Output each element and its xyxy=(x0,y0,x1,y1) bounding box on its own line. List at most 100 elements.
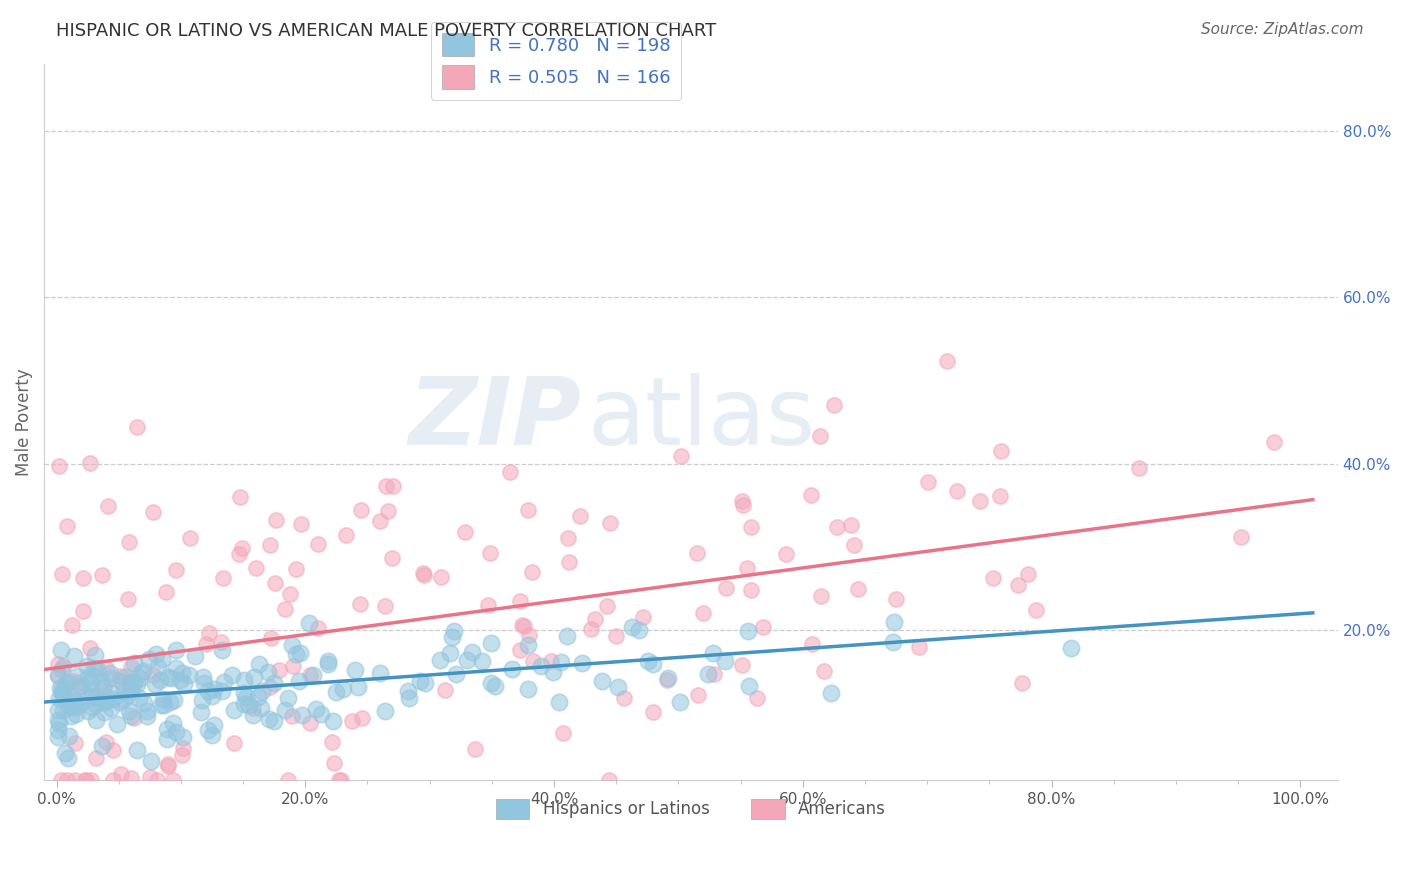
Point xyxy=(100,701,122,715)
Point xyxy=(370,665,392,680)
Point xyxy=(631,609,654,624)
Point xyxy=(740,583,762,598)
Point xyxy=(65,773,87,788)
Point xyxy=(825,519,848,533)
Point xyxy=(114,670,136,684)
Point xyxy=(346,680,368,694)
Point xyxy=(162,773,184,788)
Point xyxy=(945,483,967,498)
Point xyxy=(284,561,307,575)
Point xyxy=(46,723,69,737)
Point xyxy=(112,684,135,698)
Point xyxy=(48,690,70,705)
Point xyxy=(374,704,396,718)
Point xyxy=(669,695,692,709)
Point xyxy=(330,773,353,788)
Point xyxy=(443,624,465,638)
Point xyxy=(456,653,478,667)
Point xyxy=(53,746,76,760)
Point xyxy=(290,517,312,532)
Point xyxy=(702,646,724,660)
Point xyxy=(135,704,157,718)
Point xyxy=(84,714,107,728)
Point xyxy=(409,674,432,689)
Point xyxy=(848,582,870,596)
Point xyxy=(63,649,86,664)
Point xyxy=(120,709,142,723)
Point xyxy=(51,685,73,699)
Point xyxy=(118,704,141,718)
Point xyxy=(93,679,115,693)
Point xyxy=(51,687,73,701)
Point xyxy=(145,647,167,661)
Point xyxy=(350,711,373,725)
Point xyxy=(377,504,399,518)
Point xyxy=(238,698,260,713)
Point xyxy=(284,647,307,661)
Point xyxy=(101,692,124,706)
Point xyxy=(844,538,866,552)
Point xyxy=(156,670,179,684)
Point xyxy=(58,750,80,764)
Point xyxy=(211,684,233,698)
Point xyxy=(287,674,309,689)
Point xyxy=(224,735,246,749)
Point xyxy=(120,677,142,691)
Point xyxy=(249,701,271,715)
Point xyxy=(501,662,523,676)
Point xyxy=(1007,578,1029,592)
Point xyxy=(281,638,304,652)
Point xyxy=(686,688,709,702)
Point xyxy=(111,675,134,690)
Point xyxy=(484,679,506,693)
Point xyxy=(543,665,565,679)
Point xyxy=(477,598,499,612)
Point xyxy=(245,561,267,575)
Point xyxy=(810,589,832,603)
Point xyxy=(430,570,453,584)
Point xyxy=(110,766,132,780)
Point xyxy=(55,678,77,692)
Point xyxy=(461,645,484,659)
Point xyxy=(139,754,162,768)
Point xyxy=(135,709,157,723)
Point xyxy=(738,679,761,693)
Point xyxy=(598,773,620,788)
Point xyxy=(84,690,107,705)
Point xyxy=(412,566,434,580)
Point xyxy=(263,676,285,690)
Point xyxy=(117,689,139,703)
Point xyxy=(908,640,931,654)
Point xyxy=(517,628,540,642)
Point xyxy=(91,681,114,696)
Point xyxy=(93,706,115,720)
Point xyxy=(571,657,593,671)
Legend: Hispanics or Latinos, Americans: Hispanics or Latinos, Americans xyxy=(489,792,893,826)
Point xyxy=(381,550,404,565)
Point xyxy=(1128,461,1150,475)
Point xyxy=(813,664,835,678)
Point xyxy=(46,703,69,717)
Point xyxy=(65,707,87,722)
Point xyxy=(439,646,461,660)
Point xyxy=(118,674,141,689)
Point xyxy=(69,675,91,690)
Point xyxy=(149,673,172,687)
Point xyxy=(307,537,329,551)
Point xyxy=(93,696,115,710)
Point xyxy=(58,729,80,743)
Point xyxy=(127,742,149,756)
Point xyxy=(583,612,606,626)
Point xyxy=(557,531,579,545)
Point xyxy=(212,675,235,690)
Point xyxy=(143,677,166,691)
Point xyxy=(235,690,257,705)
Point xyxy=(77,704,100,718)
Point xyxy=(60,700,83,714)
Point xyxy=(823,398,845,412)
Point xyxy=(172,730,194,744)
Point xyxy=(52,703,75,717)
Point xyxy=(277,773,299,788)
Point xyxy=(882,634,904,648)
Point xyxy=(165,563,187,577)
